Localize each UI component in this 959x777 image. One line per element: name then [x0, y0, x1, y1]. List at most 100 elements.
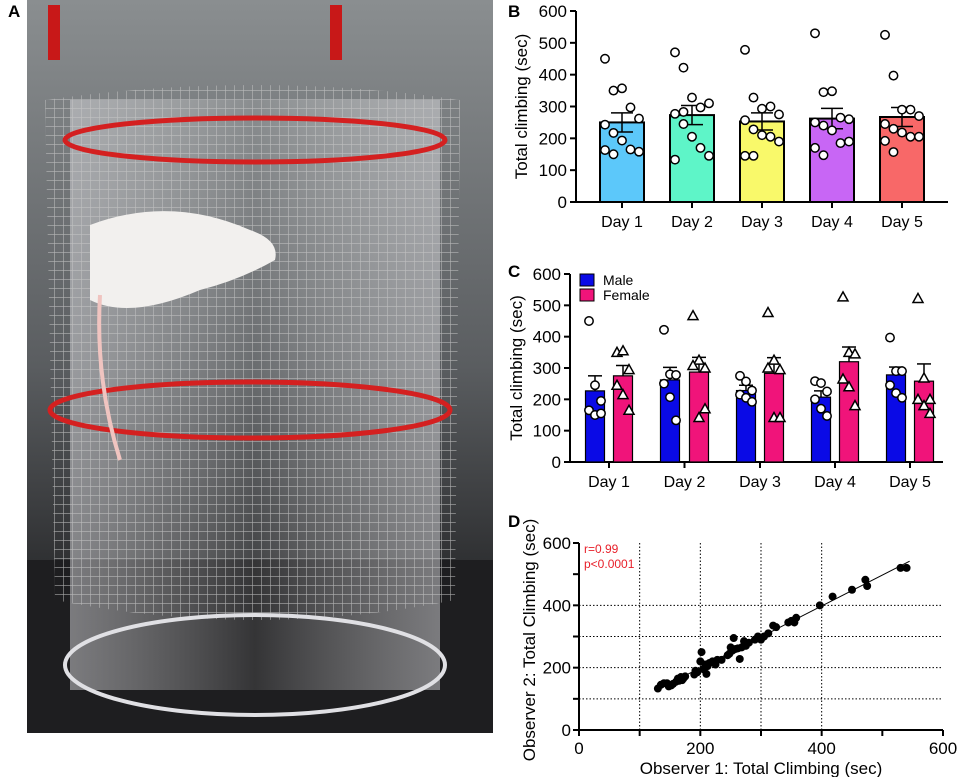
y-tick-label: 0	[562, 721, 571, 740]
data-point	[670, 47, 680, 58]
data-point-male	[822, 386, 832, 397]
data-point-female	[923, 392, 937, 405]
x-tick-label: Day 3	[739, 474, 781, 491]
data-point	[681, 672, 690, 681]
data-point	[888, 123, 899, 134]
panel-label-a: A	[8, 2, 21, 21]
bar-female	[913, 380, 935, 463]
data-point	[835, 112, 846, 123]
data-point	[608, 85, 619, 96]
y-tick-label: 200	[543, 659, 571, 678]
y-axis-label: Total climbing (sec)	[507, 295, 526, 441]
data-point	[695, 102, 706, 113]
data-point-male	[897, 392, 907, 403]
data-point-male	[596, 408, 606, 419]
data-point-female	[848, 347, 862, 359]
y-tick-label: 600	[539, 2, 567, 21]
data-point-male	[590, 380, 600, 391]
data-point-female	[923, 406, 937, 419]
legend-label-female: Female	[603, 287, 650, 303]
data-point-male	[741, 376, 751, 387]
data-point	[765, 101, 776, 112]
y-tick-label: 200	[533, 390, 561, 409]
data-point-male	[810, 394, 820, 405]
data-point-male	[659, 324, 669, 335]
data-point-male	[596, 395, 606, 406]
data-point	[729, 634, 738, 643]
legend-swatch-male	[579, 273, 595, 287]
data-point-male	[885, 380, 895, 391]
y-tick-label: 400	[539, 66, 567, 85]
data-point-female	[836, 372, 850, 384]
data-point	[608, 127, 619, 138]
bar	[599, 121, 645, 203]
x-tick-label: Day 1	[601, 214, 643, 231]
data-point-female	[773, 363, 787, 375]
data-point-female	[761, 361, 775, 373]
panel-label-c: C	[508, 262, 521, 281]
data-point	[880, 135, 890, 146]
data-point-female	[686, 358, 700, 371]
y-tick-label: 600	[543, 534, 571, 553]
data-point-female	[836, 290, 850, 302]
data-point-male	[735, 370, 745, 381]
data-point-male	[822, 410, 832, 421]
data-point-female	[911, 291, 925, 304]
data-point-female	[917, 399, 931, 411]
data-point	[765, 131, 776, 142]
data-point-male	[659, 378, 669, 389]
data-point	[748, 92, 759, 103]
data-point	[861, 575, 870, 584]
data-point	[670, 108, 680, 119]
data-point	[815, 601, 824, 610]
data-point-female	[848, 399, 862, 411]
data-point	[848, 585, 856, 594]
data-point	[704, 98, 714, 109]
data-point-female	[767, 353, 781, 365]
x-tick-label: Day 5	[889, 474, 931, 491]
y-tick-label: 500	[533, 296, 561, 315]
data-point-male	[671, 415, 681, 426]
data-point-female	[610, 378, 624, 390]
y-tick-label: 400	[543, 596, 571, 615]
data-point-female	[911, 392, 925, 405]
data-point-female	[773, 410, 787, 423]
data-point-female	[842, 380, 856, 392]
x-tick-label: 200	[686, 739, 714, 758]
data-point	[687, 92, 697, 103]
data-point-female	[616, 388, 630, 400]
data-point	[810, 142, 820, 153]
data-point	[880, 29, 890, 40]
panel-label-d: D	[508, 512, 521, 531]
x-tick-label: Day 4	[811, 214, 853, 231]
x-tick-label: 0	[574, 739, 583, 758]
p-value: p<0.0001	[584, 557, 635, 571]
data-point	[740, 44, 750, 55]
y-tick-label: 100	[533, 422, 561, 441]
data-point	[880, 119, 890, 129]
y-tick-label: 0	[558, 193, 567, 212]
data-point	[702, 669, 711, 678]
y-tick-label: 500	[539, 34, 567, 53]
data-point-male	[665, 392, 675, 403]
x-tick-label: Day 2	[671, 214, 713, 231]
data-point	[810, 28, 820, 39]
data-point-male	[747, 396, 757, 407]
bar	[809, 117, 855, 203]
data-point-female	[692, 353, 706, 365]
data-point	[735, 654, 744, 663]
data-point	[888, 147, 899, 157]
data-point	[634, 113, 644, 124]
data-point	[772, 623, 781, 632]
data-point	[740, 150, 750, 161]
correlation-r: r=0.99	[584, 542, 619, 556]
y-axis-label: Total climbing (sec)	[512, 34, 531, 180]
legend-swatch-female	[579, 288, 595, 302]
y-tick-label: 300	[533, 359, 561, 378]
data-point	[897, 127, 907, 138]
data-point	[757, 103, 767, 114]
y-tick-label: 0	[552, 453, 561, 472]
data-point	[818, 87, 829, 98]
data-point	[600, 119, 610, 130]
data-point	[617, 83, 627, 94]
